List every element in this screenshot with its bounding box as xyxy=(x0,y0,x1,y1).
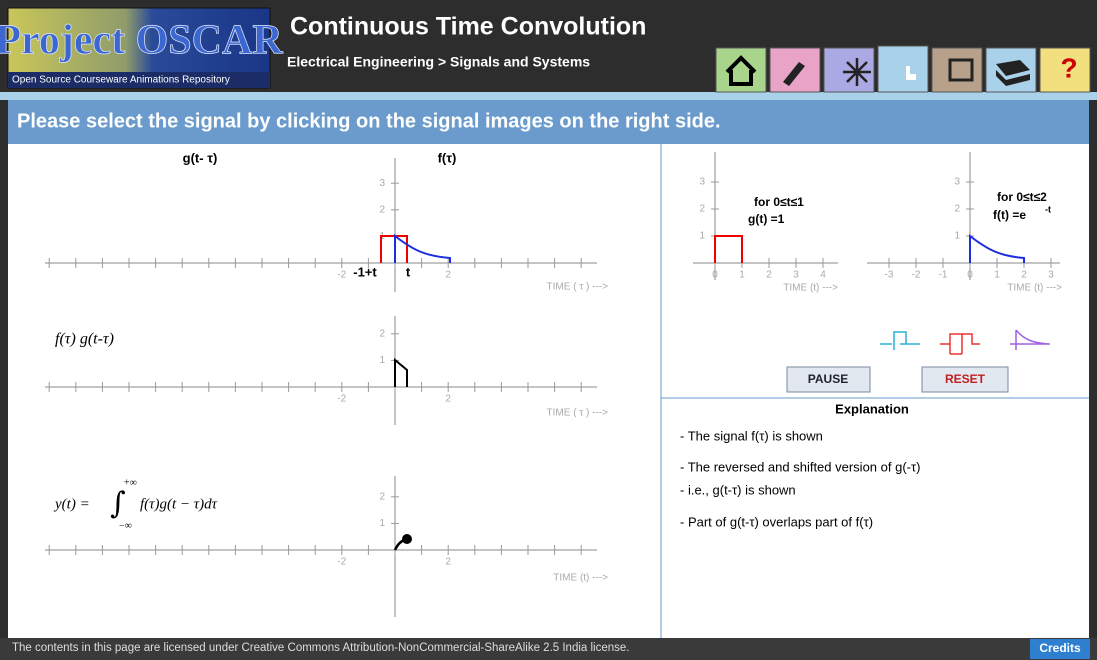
x-tick-label: -1 xyxy=(939,270,948,281)
marker-label: -1+t xyxy=(353,264,377,279)
logo-title: Project OSCAR xyxy=(0,18,283,64)
y-tick-label: 3 xyxy=(699,177,705,188)
home-icon xyxy=(725,55,757,86)
axis-label: TIME ( τ ) ---> xyxy=(547,282,609,293)
formula-upper: +∞ xyxy=(124,477,137,488)
books-icon xyxy=(996,60,1030,86)
logo-subtitle: Open Source Courseware Animations Reposi… xyxy=(12,75,230,86)
x-tick-label: -2 xyxy=(337,270,346,281)
equation: g(t) =1 xyxy=(748,212,785,226)
reset-label: RESET xyxy=(945,372,986,386)
formula-lhs: y(t) = xyxy=(53,496,90,512)
signal-label: f(τ) xyxy=(438,150,457,165)
instruction-bar xyxy=(8,100,1089,144)
y-tick-label: 1 xyxy=(699,231,705,242)
y-tick-label: 1 xyxy=(379,518,385,529)
axis-label: TIME (t) ---> xyxy=(783,283,838,294)
y-tick-label: 1 xyxy=(379,355,385,366)
select-exp[interactable] xyxy=(1006,320,1054,354)
condition: for 0≤t≤2 xyxy=(997,190,1047,204)
pause-button[interactable] xyxy=(786,366,871,393)
pause-label: PAUSE xyxy=(808,372,848,386)
hand-icon xyxy=(906,66,916,80)
condition: for 0≤t≤1 xyxy=(754,195,804,209)
help-icon: ? xyxy=(1060,52,1077,83)
x-tick-label: 2 xyxy=(445,270,451,281)
x-tick-label: 0 xyxy=(712,270,718,281)
f-signal xyxy=(969,233,1025,263)
x-tick-label: 0 xyxy=(967,270,973,281)
page-title: Continuous Time Convolution xyxy=(290,13,646,41)
check-icon xyxy=(948,58,974,82)
credits-label: Credits xyxy=(1039,641,1081,655)
g-signal xyxy=(714,235,743,263)
formula: f(τ) g(t-τ) xyxy=(55,331,114,348)
square-icon xyxy=(880,331,920,350)
pulse-icon xyxy=(940,333,980,355)
explanation-line: - i.e., g(t-τ) is shown xyxy=(680,482,796,497)
y-tick-label: 2 xyxy=(379,204,385,215)
y-tick-label: 3 xyxy=(379,178,385,189)
marker-label: t xyxy=(406,264,411,279)
equation: f(t) =e xyxy=(993,208,1026,222)
main-area xyxy=(8,144,1089,638)
axis-label: TIME (t) ---> xyxy=(553,573,608,584)
x-tick-label: 3 xyxy=(793,270,799,281)
reset-button[interactable] xyxy=(921,366,1009,393)
y-tick-label: 3 xyxy=(954,177,960,188)
credits-button[interactable] xyxy=(1030,639,1090,659)
y-tick-label: 2 xyxy=(379,491,385,502)
nav-help[interactable] xyxy=(1039,47,1091,93)
exp-icon xyxy=(1010,329,1050,350)
footer xyxy=(0,638,1097,660)
sparkle-icon xyxy=(843,58,871,86)
x-tick-label: 3 xyxy=(1048,270,1054,281)
x-tick-label: 2 xyxy=(445,557,451,568)
explanation-title: Explanation xyxy=(835,401,909,416)
nav-quiz[interactable] xyxy=(931,47,983,93)
x-tick-label: 1 xyxy=(739,270,745,281)
select-square[interactable] xyxy=(878,320,924,354)
x-tick-label: -3 xyxy=(885,270,894,281)
breadcrumb: Electrical Engineering > Signals and Sys… xyxy=(287,54,590,70)
x-tick-label: 2 xyxy=(1021,270,1027,281)
nav-interact[interactable] xyxy=(877,45,929,93)
pencil-icon xyxy=(783,62,805,86)
formula-integral: ∫ xyxy=(110,486,126,521)
y-tick-label: 2 xyxy=(954,204,960,215)
nav-tools[interactable] xyxy=(823,47,875,93)
y-tick-label: 1 xyxy=(954,231,960,242)
formula-lower: −∞ xyxy=(119,520,132,531)
signal-label: g(t- τ) xyxy=(183,150,218,165)
logo-strip xyxy=(8,72,270,88)
explanation-line: - The signal f(τ) is shown xyxy=(680,428,823,443)
x-tick-label: 2 xyxy=(766,270,772,281)
y-tick-label: 2 xyxy=(379,328,385,339)
x-tick-label: 2 xyxy=(445,394,451,405)
axis-label: TIME ( τ ) ---> xyxy=(547,408,609,419)
header-strip xyxy=(0,92,1097,100)
f-signal xyxy=(394,233,451,263)
formula-integrand: f(τ)g(t − τ)dτ xyxy=(140,496,218,512)
x-tick-label: -2 xyxy=(912,270,921,281)
y-tick-label: 2 xyxy=(699,204,705,215)
explanation-line: - Part of g(t-τ) overlaps part of f(τ) xyxy=(680,514,873,529)
x-tick-label: -2 xyxy=(337,394,346,405)
x-tick-label: 4 xyxy=(820,270,826,281)
x-tick-label: 1 xyxy=(994,270,1000,281)
x-tick-label: -2 xyxy=(337,557,346,568)
exponent: -t xyxy=(1045,204,1051,214)
product xyxy=(394,357,408,387)
axis-label: TIME (t) ---> xyxy=(1007,283,1062,294)
select-pulse[interactable] xyxy=(938,320,984,354)
license: The contents in this page are licensed u… xyxy=(12,642,629,654)
current-point xyxy=(402,534,412,544)
explanation-line: - The reversed and shifted version of g(… xyxy=(680,459,920,474)
instruction: Please select the signal by clicking on … xyxy=(17,110,721,132)
